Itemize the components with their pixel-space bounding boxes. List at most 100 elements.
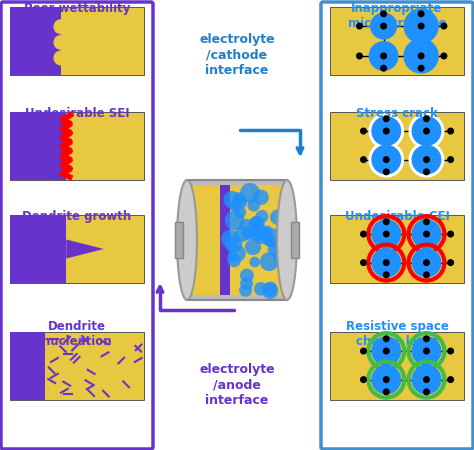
Circle shape — [383, 271, 390, 279]
Circle shape — [229, 200, 241, 212]
Bar — [10, 7, 61, 75]
Circle shape — [249, 216, 264, 232]
Circle shape — [418, 22, 425, 30]
FancyBboxPatch shape — [321, 2, 473, 449]
Circle shape — [383, 259, 390, 266]
Circle shape — [268, 241, 283, 257]
Circle shape — [240, 219, 253, 232]
Circle shape — [235, 226, 250, 242]
Bar — [187, 180, 287, 300]
Circle shape — [54, 51, 68, 65]
Bar — [291, 222, 299, 258]
Circle shape — [380, 22, 387, 30]
Circle shape — [411, 248, 441, 278]
Circle shape — [383, 218, 390, 225]
Circle shape — [255, 210, 268, 223]
Circle shape — [383, 127, 390, 135]
Text: Dendrite growth: Dendrite growth — [22, 210, 132, 223]
Circle shape — [423, 259, 430, 266]
Circle shape — [240, 269, 254, 283]
Circle shape — [447, 230, 454, 238]
Circle shape — [251, 216, 263, 227]
Circle shape — [447, 156, 454, 163]
Circle shape — [383, 168, 390, 176]
Circle shape — [232, 192, 246, 206]
Circle shape — [360, 376, 367, 383]
Polygon shape — [66, 239, 104, 258]
Circle shape — [383, 376, 390, 383]
Circle shape — [411, 364, 441, 395]
Circle shape — [223, 191, 241, 208]
Circle shape — [225, 235, 242, 252]
Text: Resistive space
charge layer: Resistive space charge layer — [346, 320, 448, 348]
Circle shape — [262, 226, 273, 236]
Ellipse shape — [177, 180, 197, 300]
Circle shape — [380, 10, 387, 17]
Circle shape — [360, 259, 367, 266]
Bar — [220, 185, 230, 295]
Circle shape — [235, 207, 246, 218]
Circle shape — [371, 248, 401, 278]
Bar — [10, 112, 144, 180]
Circle shape — [383, 230, 390, 238]
Circle shape — [371, 144, 401, 175]
Bar — [192, 185, 220, 295]
Text: Poor wettability: Poor wettability — [24, 2, 130, 15]
Text: Inappropriate
microstructure: Inappropriate microstructure — [348, 2, 446, 30]
Circle shape — [371, 364, 401, 395]
Circle shape — [411, 144, 441, 175]
FancyBboxPatch shape — [1, 2, 153, 449]
Circle shape — [221, 230, 239, 248]
Circle shape — [229, 245, 246, 262]
Circle shape — [423, 376, 430, 383]
Circle shape — [263, 282, 277, 296]
Circle shape — [380, 53, 387, 59]
Circle shape — [360, 127, 367, 135]
Circle shape — [423, 271, 430, 279]
Circle shape — [447, 347, 454, 355]
Bar — [10, 112, 66, 180]
Circle shape — [234, 195, 247, 209]
Circle shape — [423, 127, 430, 135]
Text: Undesirable CEI: Undesirable CEI — [345, 210, 449, 223]
Bar — [330, 7, 464, 75]
Bar — [10, 332, 45, 400]
Circle shape — [260, 252, 279, 271]
Circle shape — [254, 282, 267, 296]
Text: Stress crack: Stress crack — [356, 107, 438, 120]
Circle shape — [423, 218, 430, 225]
Circle shape — [369, 41, 399, 71]
Circle shape — [423, 156, 430, 163]
Circle shape — [360, 230, 367, 238]
Circle shape — [447, 376, 454, 383]
Circle shape — [403, 9, 439, 44]
Circle shape — [248, 222, 266, 241]
Circle shape — [423, 230, 430, 238]
Circle shape — [225, 211, 245, 230]
Circle shape — [356, 22, 363, 30]
Circle shape — [54, 20, 68, 33]
Bar — [330, 332, 464, 400]
Circle shape — [411, 116, 441, 146]
Text: electrolyte
/anode
interface: electrolyte /anode interface — [199, 364, 275, 406]
Circle shape — [240, 183, 260, 203]
Circle shape — [440, 53, 447, 59]
Text: electrolyte
/cathode
interface: electrolyte /cathode interface — [199, 33, 275, 76]
Circle shape — [383, 347, 390, 355]
Circle shape — [423, 115, 430, 122]
Circle shape — [447, 127, 454, 135]
Circle shape — [242, 227, 255, 240]
Circle shape — [249, 256, 260, 267]
Circle shape — [254, 189, 269, 205]
Circle shape — [370, 13, 397, 40]
Circle shape — [228, 254, 241, 267]
Bar — [175, 222, 183, 258]
Circle shape — [250, 223, 263, 236]
Bar — [10, 7, 144, 75]
Circle shape — [262, 283, 278, 299]
Circle shape — [262, 228, 282, 247]
Text: Undesirable SEI: Undesirable SEI — [25, 107, 129, 120]
Circle shape — [411, 219, 441, 249]
Circle shape — [356, 53, 363, 59]
Circle shape — [263, 234, 275, 246]
